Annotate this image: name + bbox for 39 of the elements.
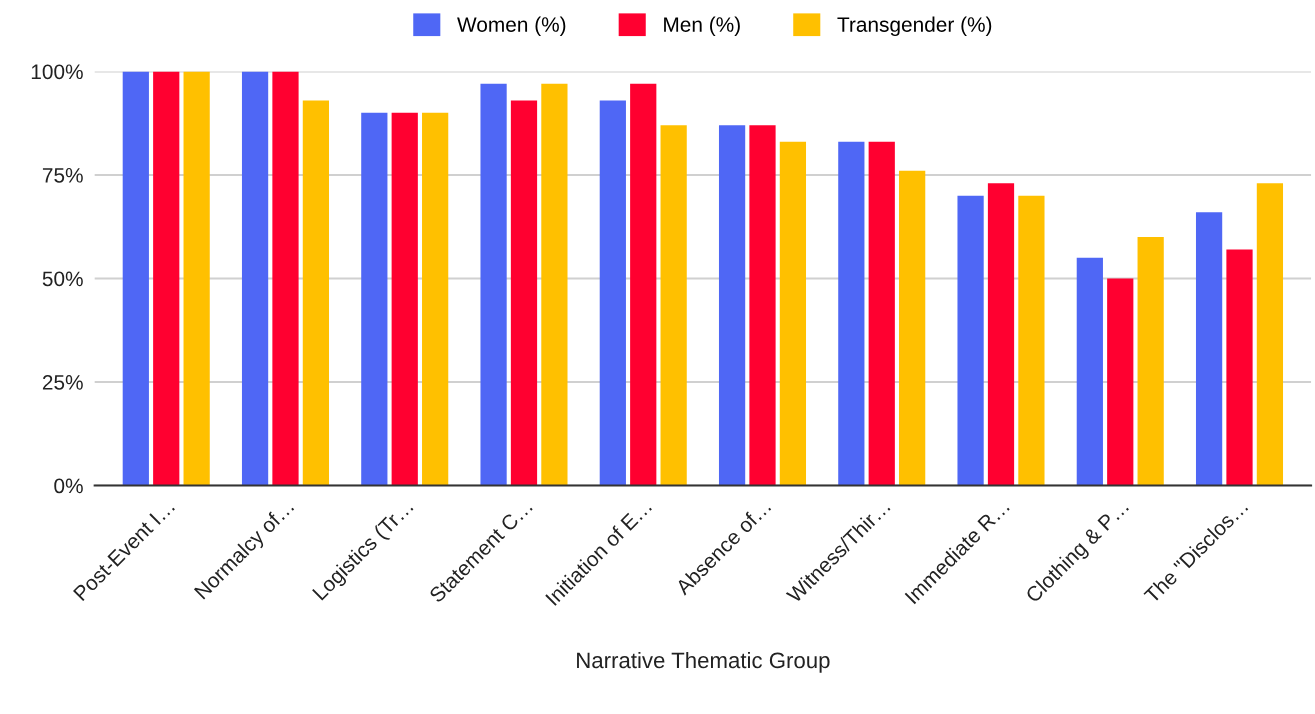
y-tick-label: 100% <box>31 64 83 80</box>
legend-label: Men (%) <box>664 16 740 37</box>
bar <box>122 71 149 486</box>
bar <box>1226 249 1253 486</box>
bar <box>899 170 926 486</box>
bar <box>599 100 626 486</box>
y-tick-label: 75% <box>42 168 83 183</box>
bar <box>480 83 507 486</box>
bar <box>630 83 657 486</box>
y-tick-label: 50% <box>42 271 83 287</box>
bar <box>541 83 568 486</box>
bar <box>183 71 210 486</box>
bar <box>153 71 180 486</box>
legend-label: Transgender (%) <box>837 16 992 37</box>
bar <box>868 141 895 486</box>
bar <box>987 183 1015 486</box>
bar <box>660 125 687 486</box>
bar <box>1018 195 1045 486</box>
bar <box>272 71 299 486</box>
legend-label: Women (%) <box>457 16 566 37</box>
bar <box>361 112 388 486</box>
bar <box>1076 257 1103 486</box>
bar <box>241 71 269 486</box>
bar <box>302 100 330 486</box>
y-tick-label: 0% <box>54 478 83 494</box>
bar <box>749 125 776 486</box>
bar <box>1256 183 1284 486</box>
bar <box>391 112 418 486</box>
bar <box>510 100 538 486</box>
bar <box>718 125 746 486</box>
bar <box>838 141 865 486</box>
bar <box>422 112 449 486</box>
bar <box>957 195 984 486</box>
y-tick-label: 25% <box>42 374 83 390</box>
x-axis-title: Narrative Thematic Group <box>577 651 830 673</box>
bar <box>1107 278 1134 486</box>
bar <box>779 141 807 486</box>
bar <box>1137 237 1164 486</box>
bar <box>1195 212 1223 486</box>
